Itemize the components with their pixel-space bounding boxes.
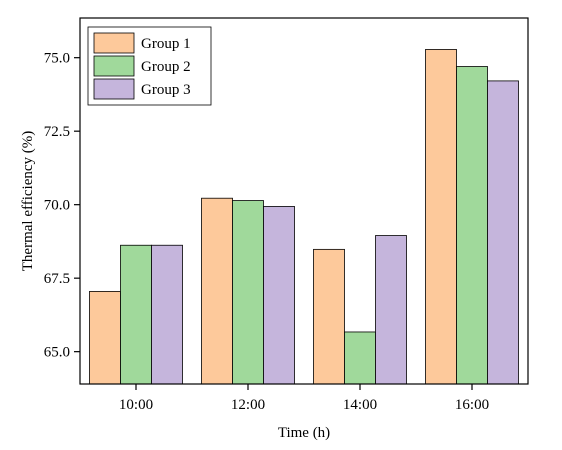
bar-group-3-1400 — [375, 235, 407, 385]
legend-swatch-group-1 — [93, 32, 135, 54]
x-tick-label: 10:00 — [119, 397, 153, 413]
legend-label-group-2: Group 2 — [141, 59, 191, 75]
y-axis: 65.0 67.5 70.0 72.5 75.0 — [44, 51, 80, 361]
x-tick-label: 16:00 — [455, 397, 489, 413]
x-tick-label: 12:00 — [231, 397, 265, 413]
y-tick-label: 70.0 — [44, 198, 70, 214]
bar-group-1-1400 — [313, 248, 345, 385]
bar-group-2-1200 — [232, 200, 264, 385]
bar-group-3-1000 — [151, 244, 183, 385]
bar-group-2-1600 — [456, 66, 488, 385]
x-axis-title: Time (h) — [278, 425, 330, 441]
legend: Group 1 Group 2 Group 3 — [87, 26, 212, 106]
legend-label-group-3: Group 3 — [141, 82, 191, 98]
bar-group-1-1200 — [201, 197, 233, 385]
y-tick-label: 75.0 — [44, 51, 70, 67]
legend-swatch-group-3 — [93, 78, 135, 100]
x-axis: 10:00 12:00 14:00 16:00 — [119, 384, 489, 413]
x-tick-label: 14:00 — [343, 397, 377, 413]
bars-layer — [89, 49, 519, 385]
bar-group-2-1000 — [120, 244, 152, 385]
bar-group-2-1400 — [344, 331, 376, 385]
plot-frame — [79, 17, 529, 385]
bar-group-3-1600 — [487, 80, 519, 385]
y-tick-label: 65.0 — [44, 345, 70, 361]
legend-swatch-group-2 — [93, 55, 135, 77]
bar-group-1-1600 — [425, 49, 457, 385]
y-axis-title: Thermal efficiency (%) — [20, 131, 36, 271]
y-tick-label: 67.5 — [44, 271, 70, 287]
bar-group-1-1000 — [89, 290, 121, 385]
y-tick-label: 72.5 — [44, 124, 70, 140]
bar-group-3-1200 — [263, 206, 295, 385]
legend-label-group-1: Group 1 — [141, 36, 191, 52]
